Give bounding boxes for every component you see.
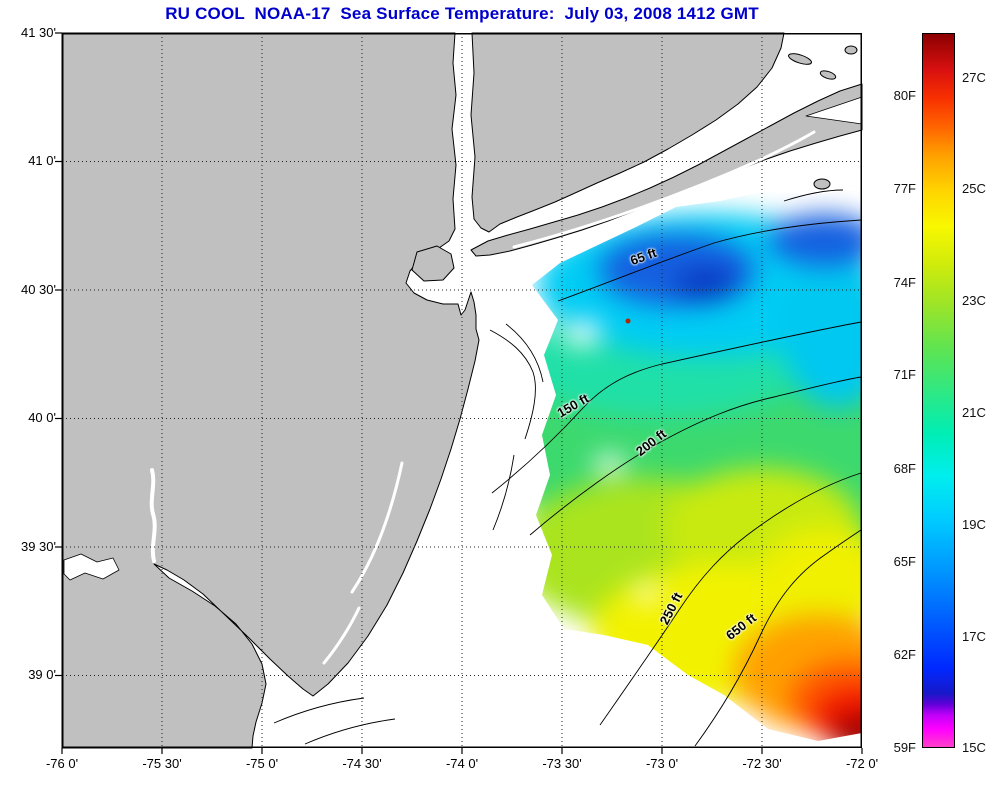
- colorbar-label-c: 27C: [962, 70, 986, 85]
- bathymetry-layer: [273, 189, 862, 747]
- colorbar-label-c: 21C: [962, 405, 986, 420]
- y-tick-label: 40 0': [28, 410, 56, 425]
- land-layer: [61, 32, 863, 749]
- y-tick-label: 41 0': [28, 153, 56, 168]
- island: [788, 53, 812, 65]
- map-area: 65 ft 150 ft 200 ft 250 ft 650 ft: [55, 32, 863, 754]
- warm-speck: [625, 318, 631, 324]
- y-tick-label: 41 30': [20, 25, 56, 40]
- plot-title: RU COOL NOAA-17 Sea Surface Temperature:…: [165, 4, 759, 23]
- contour-650ft-line: [694, 529, 862, 747]
- colorbar-label-c: 23C: [962, 293, 986, 308]
- colorbar-gradient: [922, 33, 955, 748]
- contour-150ft-line: [491, 321, 862, 494]
- island: [844, 45, 858, 55]
- colorbar-label-f: 77F: [893, 181, 916, 196]
- y-tick-label: 39 0': [28, 667, 56, 682]
- island: [819, 70, 837, 80]
- map-canvas: [55, 32, 863, 754]
- colorbar-label-f: 74F: [893, 275, 916, 290]
- x-tick-label: -72 0': [845, 756, 879, 771]
- nearshore-contour: [783, 189, 844, 202]
- x-tick-label: -75 0': [245, 756, 279, 771]
- x-tick-label: -75 30': [142, 756, 182, 771]
- y-tick-label: 40 30': [20, 282, 56, 297]
- barnegat-bay: [350, 461, 404, 594]
- contour-65ft-line: [557, 219, 862, 302]
- x-tick-label: -76 0': [45, 756, 79, 771]
- colorbar-label-c: 15C: [962, 740, 986, 755]
- x-tick-label: -74 30': [342, 756, 382, 771]
- x-tick-label: -74 0': [445, 756, 479, 771]
- nearshore-contour: [304, 718, 396, 745]
- colorbar-label-f: 71F: [893, 367, 916, 382]
- land-staten-island: [411, 245, 455, 282]
- contour-200ft-line: [529, 376, 862, 536]
- colorbar-label-f: 65F: [893, 554, 916, 569]
- axes-frame: [62, 33, 862, 748]
- south-nj-lagoon: [322, 606, 361, 665]
- grid-layer: [62, 33, 862, 748]
- axis-ticks: [55, 32, 863, 754]
- colorbar-label-f: 68F: [893, 461, 916, 476]
- contour-250ft-line: [599, 472, 862, 726]
- colorbar-label-f: 59F: [893, 740, 916, 755]
- x-tick-label: -72 30': [742, 756, 782, 771]
- colorbar-label-c: 17C: [962, 629, 986, 644]
- channel-contour: [505, 323, 544, 383]
- x-tick-label: -73 0': [645, 756, 679, 771]
- island-block-island: [813, 178, 831, 190]
- great-south-bay: [512, 130, 816, 249]
- colorbar-label-f: 80F: [893, 88, 916, 103]
- delaware-river: [149, 468, 157, 563]
- colorbar-label-c: 25C: [962, 181, 986, 196]
- nearshore-contour: [273, 697, 365, 724]
- nearshore-contour: [492, 454, 515, 531]
- land-connecticut: [470, 32, 785, 233]
- colorbar-label-f: 62F: [893, 647, 916, 662]
- chesapeake-head: [63, 553, 120, 581]
- x-tick-label: -73 30': [542, 756, 582, 771]
- y-tick-label: 39 30': [20, 539, 56, 554]
- colorbar-label-c: 19C: [962, 517, 986, 532]
